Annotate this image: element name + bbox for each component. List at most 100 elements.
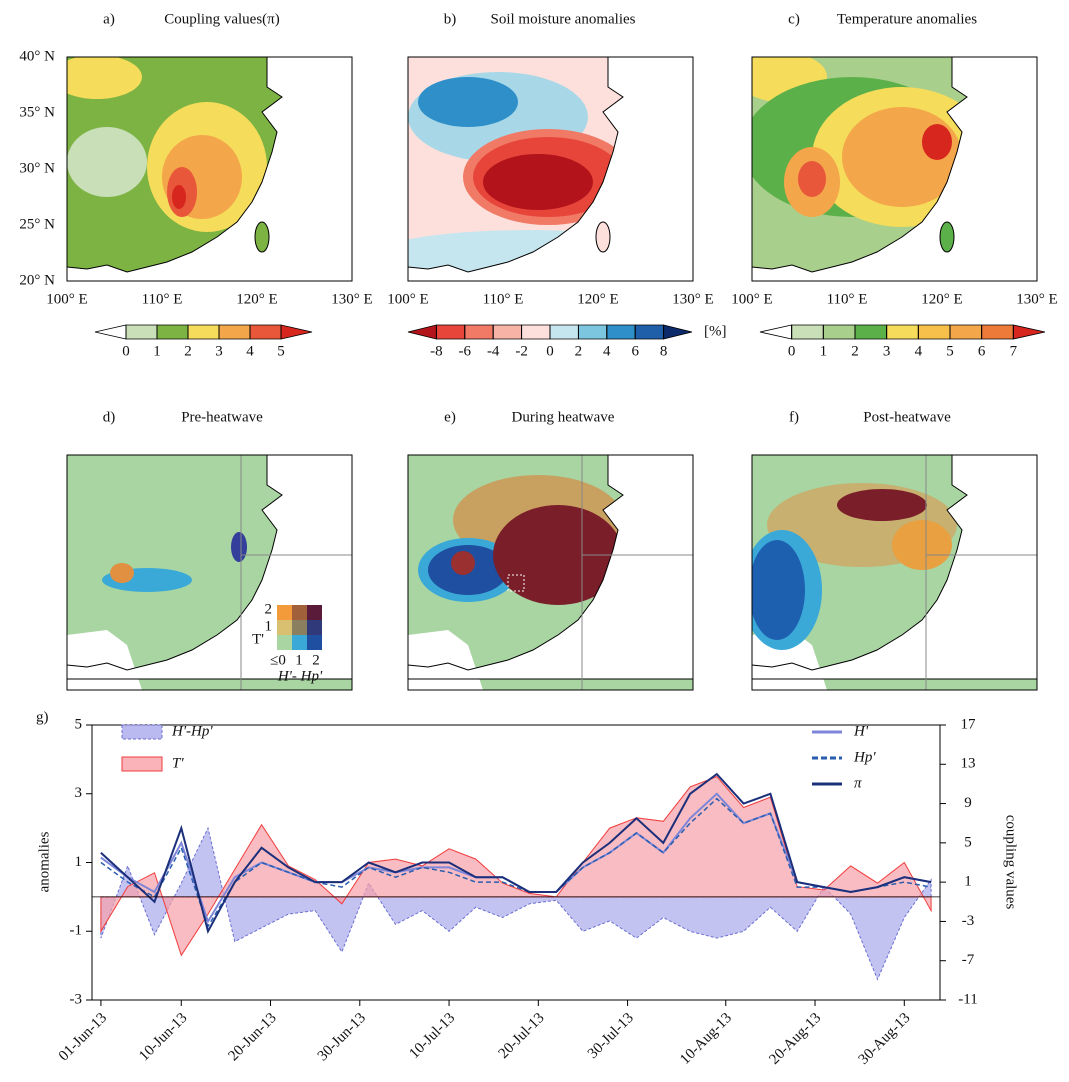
x-tick-label: 30-Aug-13 — [856, 1010, 914, 1068]
colorbar-swatch — [549, 324, 579, 340]
y-tick-label: 3 — [75, 785, 83, 801]
x-tick-label: 01-Jun-13 — [56, 1010, 110, 1064]
area — [100, 826, 932, 981]
colorbar-swatch — [94, 324, 127, 340]
colorbar-swatch — [464, 324, 494, 340]
lat-label: 40° N — [19, 48, 55, 64]
x-tick-label: 20-Jun-13 — [225, 1010, 279, 1064]
colorbar-label: 5 — [277, 343, 285, 359]
colorbar-swatch — [822, 324, 856, 340]
y2-tick-label: -7 — [962, 952, 975, 968]
legend-2d-title: H'- Hp' — [277, 668, 323, 684]
legend-label: H'-Hp' — [171, 723, 213, 739]
y2-tick-label: 17 — [961, 716, 977, 732]
panel-title: During heatwave — [512, 409, 615, 425]
colorbar-label: 2 — [184, 343, 192, 359]
colorbar-label: 1 — [820, 343, 828, 359]
legend-label: π — [854, 775, 862, 791]
lon-label: 120° E — [921, 291, 962, 307]
y2-tick-label: 9 — [964, 795, 972, 811]
legend-label: T' — [172, 755, 184, 771]
colorbar-swatch — [521, 324, 551, 340]
lon-label: 100° E — [731, 291, 772, 307]
area — [100, 776, 932, 957]
map-b — [408, 57, 693, 281]
legend-2d-grid — [277, 605, 322, 650]
x-tick-label: 20-Jul-13 — [496, 1010, 548, 1062]
y2-axis-label: coupling values — [1003, 815, 1019, 910]
colorbar-label: 0 — [546, 343, 554, 359]
legend-swatch — [121, 724, 163, 740]
x-tick-label: 10-Jul-13 — [406, 1010, 458, 1062]
panel-title: Coupling values(π) — [164, 11, 279, 27]
lon-label: 100° E — [387, 291, 428, 307]
legend-2d-label: 1 — [265, 618, 273, 634]
lon-label: 120° E — [236, 291, 277, 307]
colorbar-label: 5 — [946, 343, 954, 359]
colorbar-label: -2 — [515, 343, 528, 359]
panel-title: Pre-heatwave — [181, 409, 263, 425]
x-tick-label: 20-Aug-13 — [766, 1010, 824, 1068]
colorbar-swatch — [981, 324, 1014, 340]
y-axis-label: anomalies — [36, 831, 52, 892]
x-tick-label: 10-Aug-13 — [677, 1010, 735, 1068]
y2-tick-label: 13 — [961, 756, 976, 772]
colorbar-label: 6 — [978, 343, 986, 359]
colorbar-label: 1 — [153, 343, 161, 359]
map-a — [67, 57, 352, 281]
map-f — [752, 455, 1037, 690]
colorbar-label: 2 — [851, 343, 859, 359]
colorbar-label: 7 — [1010, 343, 1018, 359]
panel-label: c) — [788, 11, 800, 27]
colorbar-swatch — [578, 324, 608, 340]
y2-tick-label: 1 — [964, 874, 972, 890]
colorbar-label: 0 — [122, 343, 130, 359]
panel-label: b) — [444, 11, 457, 27]
lat-label: 35° N — [19, 104, 55, 120]
map-c — [752, 57, 1037, 281]
panel-label: a) — [103, 11, 115, 27]
lat-label: 25° N — [19, 216, 55, 232]
colorbar-swatch — [156, 324, 189, 340]
colorbar-label: 4 — [603, 343, 611, 359]
colorbar-label: 2 — [575, 343, 583, 359]
map-frame — [66, 56, 353, 282]
line — [100, 797, 932, 929]
colorbar-swatch — [435, 324, 466, 340]
colorbar-label: 6 — [631, 343, 639, 359]
lon-label: 110° E — [142, 291, 183, 307]
colorbar-swatch — [663, 324, 693, 340]
colorbar-swatch — [280, 324, 313, 340]
colorbar-swatch — [407, 324, 437, 340]
colorbar-swatch — [886, 324, 919, 340]
colorbar-label: 3 — [883, 343, 891, 359]
colorbar-swatch — [759, 324, 793, 340]
y-tick-label: -3 — [70, 991, 83, 1007]
panel-title: Soil moisture anomalies — [491, 11, 636, 27]
colorbar-swatch — [218, 324, 251, 340]
colorbar-swatch — [187, 324, 220, 340]
legend-2d-label: 1 — [295, 652, 303, 668]
legend-2d-label: ≤0 — [270, 652, 286, 668]
map-frame — [66, 454, 353, 691]
y2-tick-label: -11 — [958, 991, 977, 1007]
lon-label: 130° E — [331, 291, 372, 307]
colorbar-swatch — [791, 324, 824, 340]
x-tick-label: 30-Jul-13 — [585, 1010, 637, 1062]
map-frame — [407, 56, 694, 282]
colorbar-label: -6 — [459, 343, 472, 359]
lon-label: 110° E — [483, 291, 524, 307]
colorbar-label: -8 — [430, 343, 443, 359]
colorbar-unit: [%] — [704, 323, 727, 339]
lon-label: 100° E — [46, 291, 87, 307]
line — [100, 772, 932, 935]
panel-label: e) — [444, 409, 456, 425]
colorbar-label: -4 — [487, 343, 500, 359]
colorbar-label: 8 — [660, 343, 668, 359]
map-d — [67, 455, 352, 690]
colorbar-swatch — [492, 324, 522, 340]
y-tick-label: 5 — [75, 716, 83, 732]
legend-2d-title: T' — [252, 631, 264, 647]
colorbar-swatch — [249, 324, 282, 340]
